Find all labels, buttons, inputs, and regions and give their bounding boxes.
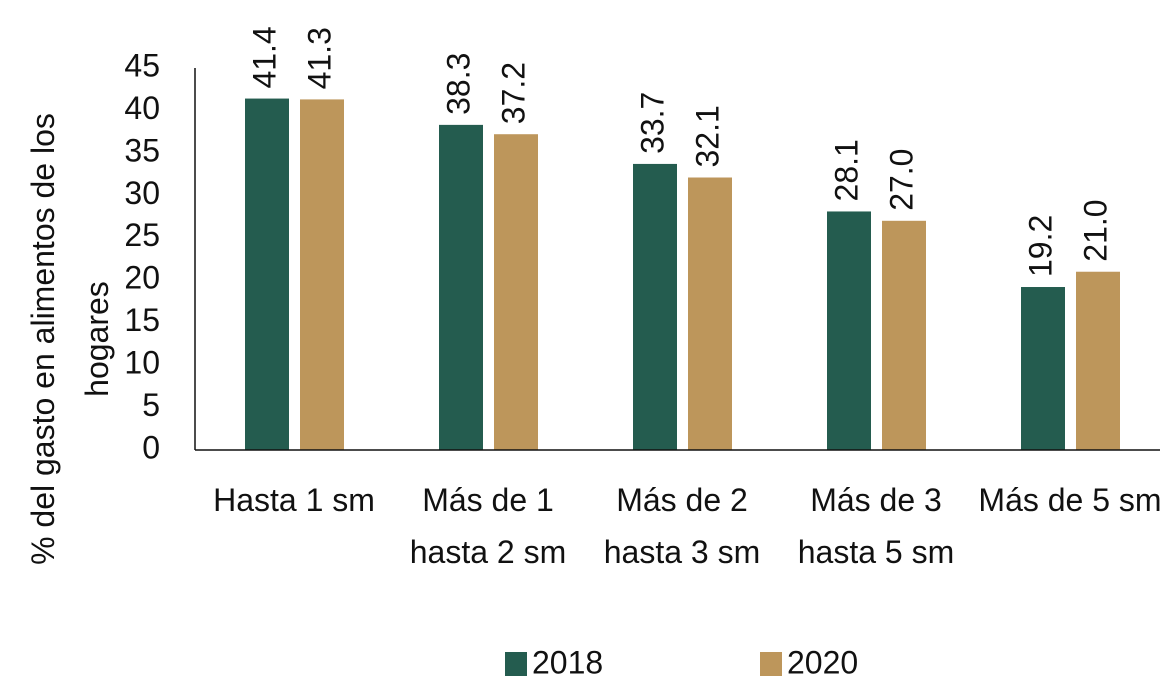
value-label: 38.3 (440, 53, 476, 115)
y-tick-label: 25 (124, 217, 160, 253)
y-tick-label: 40 (124, 90, 160, 126)
x-tick-label: Más de 3 hasta 5 sm (797, 482, 955, 570)
y-tick-label: 30 (124, 175, 160, 211)
y-tick-label: 0 (142, 429, 160, 465)
x-tick-label: Hasta 1 sm (213, 482, 375, 518)
bar (1076, 271, 1120, 450)
bar (494, 134, 538, 451)
value-label: 32.1 (689, 105, 725, 167)
bar (688, 177, 732, 451)
value-label: 27.0 (883, 149, 919, 211)
bar (439, 124, 483, 451)
value-label: 19.2 (1022, 215, 1058, 277)
y-tick-label: 20 (124, 260, 160, 296)
legend-swatch (505, 652, 527, 676)
legend-label: 2020 (787, 644, 858, 678)
y-tick-label: 35 (124, 132, 160, 168)
bar (882, 220, 926, 450)
value-label: 37.2 (495, 62, 531, 124)
value-label: 41.3 (301, 27, 337, 89)
x-tick-label: Más de 5 sm (978, 482, 1160, 518)
y-tick-label: 15 (124, 302, 160, 338)
legend-label: 2018 (532, 644, 603, 678)
bar (827, 211, 871, 450)
value-label: 21.0 (1077, 199, 1113, 261)
y-tick-label: 10 (124, 345, 160, 381)
x-tick-label: Más de 1 hasta 2 sm (409, 482, 567, 570)
y-tick-label: 45 (124, 47, 160, 83)
bar (300, 99, 344, 451)
value-label: 41.4 (246, 26, 282, 88)
legend-swatch (760, 652, 782, 676)
value-label: 33.7 (634, 92, 670, 154)
y-axis-title: % del gasto en alimentos de los hogares (25, 113, 115, 565)
y-tick-label: 5 (142, 387, 160, 423)
bar (1021, 287, 1065, 450)
x-tick-label: Más de 2 hasta 3 sm (603, 482, 761, 570)
bar (245, 98, 289, 450)
bar (633, 163, 677, 450)
value-label: 28.1 (828, 139, 864, 201)
